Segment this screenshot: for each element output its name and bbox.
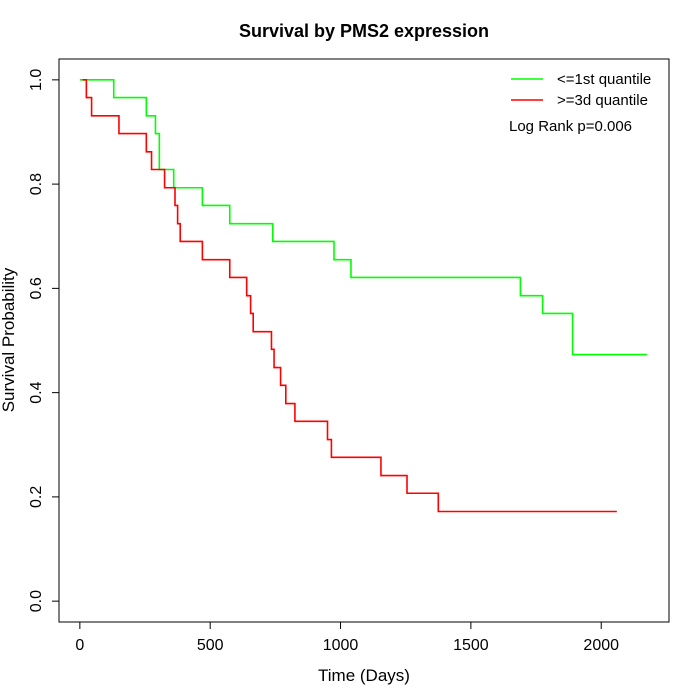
series-group xyxy=(79,79,647,513)
legend: <=1st quantile >=3d quantile xyxy=(511,71,651,109)
log-rank-annotation: Log Rank p=0.006 xyxy=(509,118,632,135)
x-tick-label: 500 xyxy=(197,637,224,654)
x-axis: 0 500 1000 1500 2000 xyxy=(75,621,619,654)
y-tick-label: 0.4 xyxy=(28,381,45,403)
x-tick-label: 2000 xyxy=(583,637,619,654)
survival-curve-low xyxy=(79,79,647,356)
x-tick-label: 1500 xyxy=(453,637,489,654)
survival-curve-high xyxy=(82,79,617,513)
legend-label: >=3d quantile xyxy=(557,92,648,109)
legend-label: <=1st quantile xyxy=(557,71,651,88)
y-tick-label: 0.0 xyxy=(28,590,45,612)
y-axis: 0.0 0.2 0.4 0.6 0.8 1.0 xyxy=(28,69,60,612)
x-tick-label: 1000 xyxy=(323,637,359,654)
x-axis-label: Time (Days) xyxy=(318,666,410,685)
y-tick-label: 0.8 xyxy=(28,173,45,195)
x-tick-label: 0 xyxy=(75,637,84,654)
y-tick-label: 0.6 xyxy=(28,277,45,299)
y-axis-label: Survival Probability xyxy=(0,267,18,412)
chart-title: Survival by PMS2 expression xyxy=(239,21,489,41)
plot-frame xyxy=(58,58,670,623)
y-tick-label: 0.2 xyxy=(28,486,45,508)
y-tick-label: 1.0 xyxy=(28,69,45,91)
